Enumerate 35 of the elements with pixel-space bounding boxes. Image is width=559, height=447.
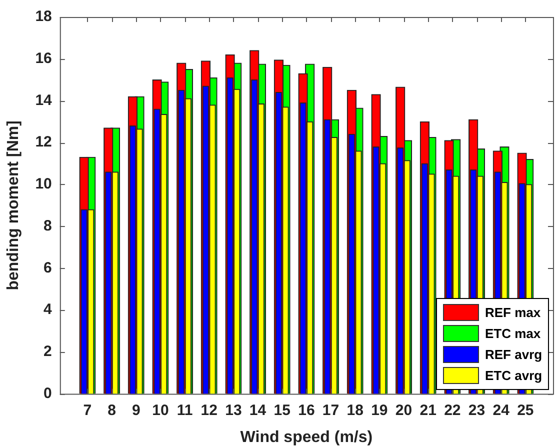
y-tick-label: 2 xyxy=(44,343,52,360)
legend-label: REF max xyxy=(485,304,541,320)
legend-label: ETC max xyxy=(485,326,541,341)
y-tick-label: 12 xyxy=(35,134,52,151)
y-tick-label: 10 xyxy=(35,176,52,193)
x-tick-label: 24 xyxy=(492,402,510,419)
x-tick-label: 22 xyxy=(444,402,461,419)
x-tick-label: 8 xyxy=(108,402,116,419)
x-tick-label: 11 xyxy=(176,402,193,419)
x-tick-label: 25 xyxy=(517,402,534,419)
y-tick-label: 0 xyxy=(44,384,52,402)
x-tick-label: 12 xyxy=(200,402,218,419)
x-tick-label: 18 xyxy=(346,402,364,419)
x-tick-label: 17 xyxy=(322,402,340,419)
y-tick-label: 4 xyxy=(44,301,53,318)
x-tick-label: 14 xyxy=(249,402,267,419)
x-tick-label: 21 xyxy=(420,402,436,419)
x-tick-label: 7 xyxy=(83,402,92,419)
x-tick-label: 10 xyxy=(152,402,169,419)
y-tick-label: 6 xyxy=(44,259,52,276)
legend-label: ETC avrg xyxy=(485,368,542,383)
x-tick-label: 20 xyxy=(395,402,412,419)
y-tick-label: 8 xyxy=(44,217,52,234)
legend-label: REF avrg xyxy=(485,346,542,362)
x-tick-label: 19 xyxy=(371,402,388,419)
x-axis-title: Wind speed (m/s) xyxy=(240,428,373,446)
x-tick-label: 13 xyxy=(225,402,242,419)
y-tick-label: 16 xyxy=(35,50,52,68)
y-tick-label: 18 xyxy=(35,8,52,26)
y-tick-label: 14 xyxy=(35,92,53,109)
x-tick-label: 16 xyxy=(298,402,315,419)
y-axis-title: bending moment [Nm] xyxy=(5,120,22,290)
x-tick-label: 9 xyxy=(132,402,140,419)
x-tick-label: 23 xyxy=(468,402,486,419)
x-tick-label: 15 xyxy=(274,402,290,419)
